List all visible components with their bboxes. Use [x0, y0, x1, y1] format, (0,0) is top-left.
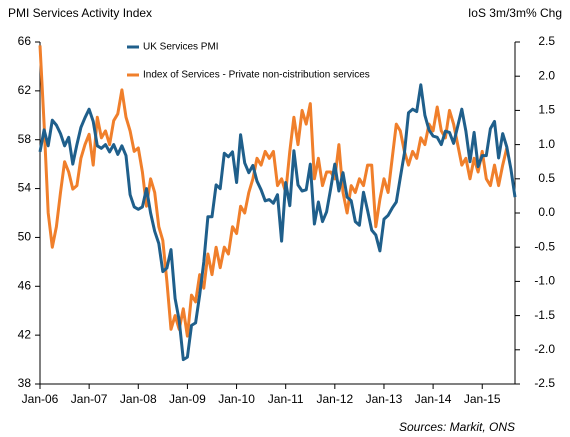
y2-tick-label: -1.0 — [534, 274, 555, 288]
y2-tick-label: 1.0 — [538, 137, 555, 151]
x-tick-label: Jan-11 — [268, 392, 304, 406]
y-tick-label: 58 — [18, 132, 32, 146]
y-tick-label: 50 — [18, 230, 32, 244]
y2-tick-label: -2.5 — [534, 376, 555, 390]
y2-tick-label: 2.5 — [538, 34, 555, 48]
y2-axis-title: IoS 3m/3m% Chg — [468, 6, 562, 20]
x-tick-label: Jan-13 — [366, 392, 403, 406]
chart-title: PMI Services Activity Index — [8, 6, 152, 20]
x-tick-label: Jan-14 — [415, 392, 452, 406]
series-line — [38, 83, 517, 362]
y-tick-label: 46 — [18, 278, 32, 292]
x-tick-label: Jan-09 — [169, 392, 206, 406]
legend-label: Index of Services - Private non-cistribu… — [143, 70, 370, 81]
y2-tick-label: -1.5 — [534, 308, 555, 322]
y2-tick-label: -0.5 — [534, 239, 555, 253]
x-tick-label: Jan-10 — [218, 392, 255, 406]
legend-label: UK Services PMI — [143, 42, 219, 53]
y-tick-label: 42 — [18, 327, 32, 341]
x-tick-label: Jan-15 — [464, 392, 501, 406]
y2-tick-label: 0.0 — [538, 205, 555, 219]
y-tick-label: 62 — [18, 83, 32, 97]
x-tick-label: Jan-06 — [22, 392, 59, 406]
y2-tick-label: -2.0 — [534, 342, 555, 356]
x-tick-label: Jan-07 — [71, 392, 108, 406]
y-tick-label: 38 — [18, 376, 32, 390]
y-tick-label: 66 — [18, 34, 32, 48]
y2-tick-label: 1.5 — [538, 103, 555, 117]
source: Sources: Markit, ONS — [399, 420, 515, 434]
y2-tick-label: 2.0 — [538, 68, 555, 82]
x-tick-label: Jan-08 — [120, 392, 157, 406]
y2-tick-label: 0.5 — [538, 171, 555, 185]
x-tick-label: Jan-12 — [316, 392, 353, 406]
y-tick-label: 54 — [18, 181, 32, 195]
series-line — [38, 45, 509, 338]
